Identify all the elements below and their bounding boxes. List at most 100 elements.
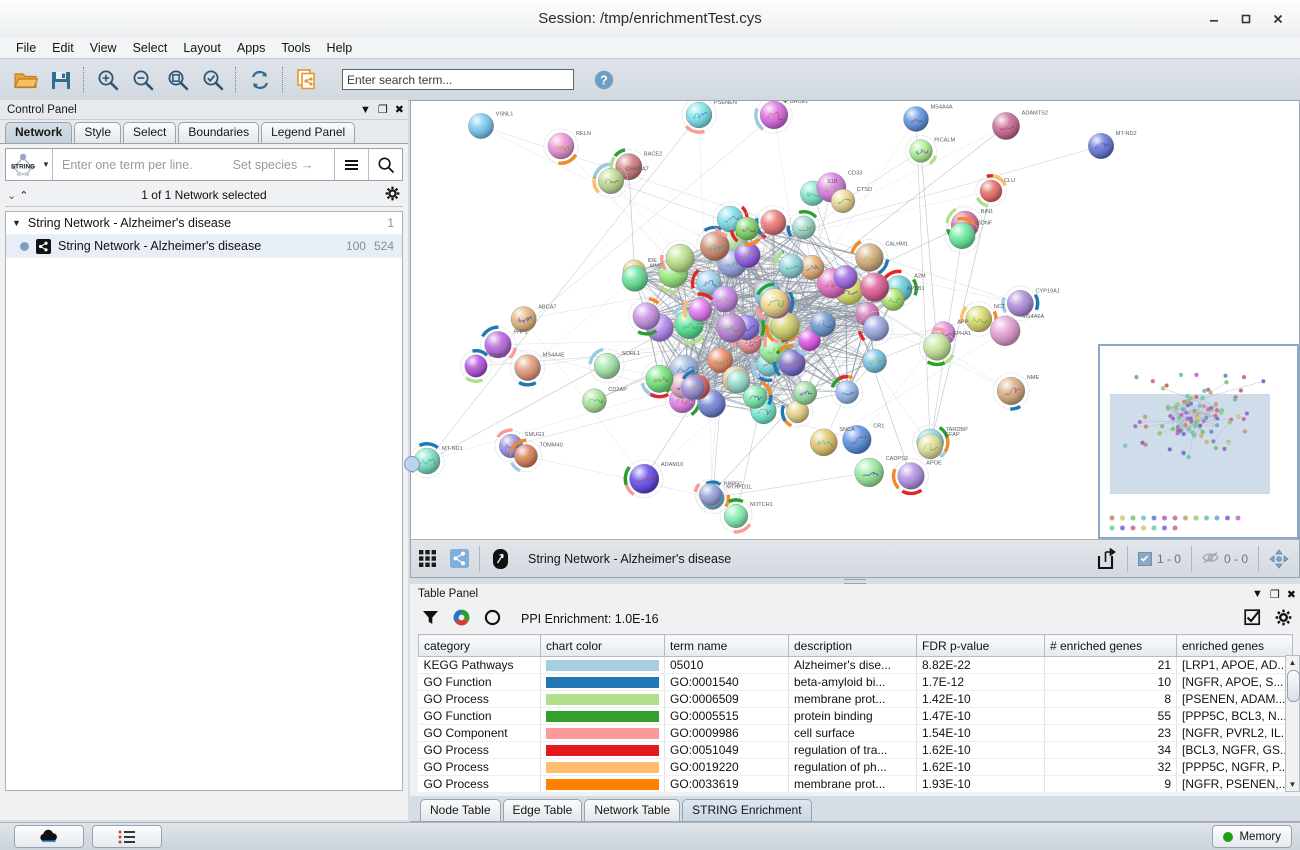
cell-description: membrane prot... [788,775,917,792]
col-description[interactable]: description [788,634,917,657]
svg-text:NME: NME [1027,375,1040,381]
collapse-all-icon[interactable]: ⌄ [7,189,17,202]
menu-select[interactable]: Select [132,40,168,55]
network-graph[interactable]: MT-ND2 MT-ND1 VSNL1 ADAMTS2 PVRL2 SMUG1 TOMM40… [411,101,1299,539]
settings-gear-icon[interactable] [1275,609,1292,629]
table-row[interactable]: GO Component GO:0009986 cell surface 1.54E-… [418,724,1293,742]
string-term-input[interactable]: Enter one term per line. Set species → [52,149,334,180]
open-folder-icon[interactable] [8,63,43,97]
table-panel-dropdown-icon[interactable]: ▼ [1252,588,1263,600]
string-species-caret-icon[interactable]: ▼ [42,160,50,169]
panel-float-icon[interactable]: ❐ [377,104,388,116]
table-row[interactable]: GO Function GO:0001540 beta-amyloid bi... 1… [418,673,1293,691]
svg-text:PVRL2: PVRL2 [489,353,507,359]
enrichment-table-wrapper[interactable]: category chart color term name descripti… [410,634,1300,792]
hidden-eye-icon [1202,551,1219,567]
tree-root-label: String Network - Alzheimer's disease [27,216,232,230]
zoom-fit-icon[interactable] [160,63,195,97]
col-chart-color[interactable]: chart color [540,634,665,657]
tab-network[interactable]: Network [5,122,73,143]
cell-category: GO Process [418,775,541,792]
scrollbar-thumb[interactable] [1287,670,1300,702]
export-image-icon[interactable] [1091,544,1123,574]
network-view[interactable]: MT-ND2 MT-ND1 VSNL1 ADAMTS2 PVRL2 SMUG1 TOMM40… [404,100,1300,578]
grid-layout-icon[interactable] [411,544,443,574]
menu-view[interactable]: View [89,40,117,55]
donut-icon[interactable] [484,609,501,629]
table-row[interactable]: GO Function GO:0005515 protein binding 1.47… [418,707,1293,725]
birdseye-overview[interactable] [1098,344,1299,539]
tree-child-row[interactable]: String Network - Alzheimer's disease 100… [6,235,402,258]
table-row[interactable]: GO Process GO:0033619 membrane prot... 1.93… [418,775,1293,792]
color-swatch [546,744,659,756]
tab-network-table[interactable]: Network Table [584,799,681,821]
set-species-link[interactable]: Set species → [232,157,314,172]
expand-triangle-icon[interactable]: ▼ [12,218,21,228]
svg-text:ADAM10: ADAM10 [661,462,683,468]
panel-resize-handle[interactable] [404,456,420,472]
menu-edit[interactable]: Edit [52,40,74,55]
scroll-up-icon[interactable]: ▲ [1288,658,1297,667]
annotation-icon[interactable] [484,544,516,574]
panel-close-icon[interactable]: ✖ [394,104,404,116]
tab-node-table[interactable]: Node Table [420,799,501,821]
refresh-icon[interactable] [242,63,277,97]
zoom-in-icon[interactable] [90,63,125,97]
fit-content-icon[interactable] [1263,544,1295,574]
tab-edge-table[interactable]: Edge Table [502,799,583,821]
zoom-selected-icon[interactable] [195,63,230,97]
list-icon[interactable] [92,825,162,848]
selection-status-text: 1 of 1 Network selected [141,188,267,202]
col-fdr-pvalue[interactable]: FDR p-value [916,634,1045,657]
table-row[interactable]: GO Process GO:0006509 membrane prot... 1.42… [418,690,1293,708]
share-network-icon[interactable] [443,544,475,574]
table-panel-title: Table Panel [418,588,479,600]
tab-string-enrichment[interactable]: STRING Enrichment [682,799,812,821]
minimize-icon[interactable] [1198,5,1230,33]
menu-apps[interactable]: Apps [236,40,266,55]
network-canvas[interactable]: MT-ND2 MT-ND1 VSNL1 ADAMTS2 PVRL2 SMUG1 TOMM40… [411,101,1299,539]
memory-status-button[interactable]: Memory [1212,825,1292,848]
zoom-out-icon[interactable] [125,63,160,97]
table-row[interactable]: GO Process GO:0051049 regulation of tra...… [418,741,1293,759]
close-icon[interactable] [1262,5,1294,33]
export-network-icon[interactable] [289,63,324,97]
col-category[interactable]: category [418,634,541,657]
network-settings-gear-icon[interactable] [385,186,400,204]
menu-layout[interactable]: Layout [183,40,221,55]
chart-color-icon[interactable] [453,609,470,629]
tab-boundaries[interactable]: Boundaries [178,122,260,143]
table-vertical-scrollbar[interactable]: ▲ ▼ [1285,655,1300,792]
menu-file[interactable]: File [16,40,37,55]
maximize-icon[interactable] [1230,5,1262,33]
search-icon[interactable] [368,149,402,180]
cloud-icon[interactable] [14,825,84,848]
tree-child-edge-count: 524 [373,239,394,253]
table-panel-close-icon[interactable]: ✖ [1286,588,1296,601]
panel-dropdown-icon[interactable]: ▼ [360,103,371,116]
menu-tools[interactable]: Tools [281,40,311,55]
tree-root-row[interactable]: ▼ String Network - Alzheimer's disease 1 [6,212,402,235]
search-input[interactable]: Enter search term... [342,69,574,90]
cell-term-name: GO:0001540 [664,673,789,691]
expand-all-icon[interactable]: ⌃ [19,189,29,202]
col-enriched-genes[interactable]: enriched genes [1176,634,1293,657]
table-row[interactable]: GO Process GO:0019220 regulation of ph... 1… [418,758,1293,776]
save-icon[interactable] [43,63,78,97]
filter-icon[interactable] [422,609,439,629]
tab-legend-panel[interactable]: Legend Panel [261,122,356,143]
hamburger-icon[interactable] [334,149,368,180]
col-term-name[interactable]: term name [664,634,789,657]
table-panel-float-icon[interactable]: ❐ [1269,588,1280,601]
menu-help[interactable]: Help [326,40,353,55]
select-all-icon[interactable] [1244,609,1261,629]
scroll-down-icon[interactable]: ▼ [1288,780,1297,789]
col-enriched-count[interactable]: # enriched genes [1044,634,1177,657]
table-row[interactable]: KEGG Pathways 05010 Alzheimer's dise... 8.8… [418,656,1293,674]
tab-select[interactable]: Select [123,122,177,143]
vertical-splitter[interactable] [410,578,1300,584]
tab-style[interactable]: Style [74,122,122,143]
help-icon[interactable]: ? [586,63,621,97]
string-logo-icon[interactable]: STRING [6,149,40,180]
cell-category: GO Function [418,673,541,691]
